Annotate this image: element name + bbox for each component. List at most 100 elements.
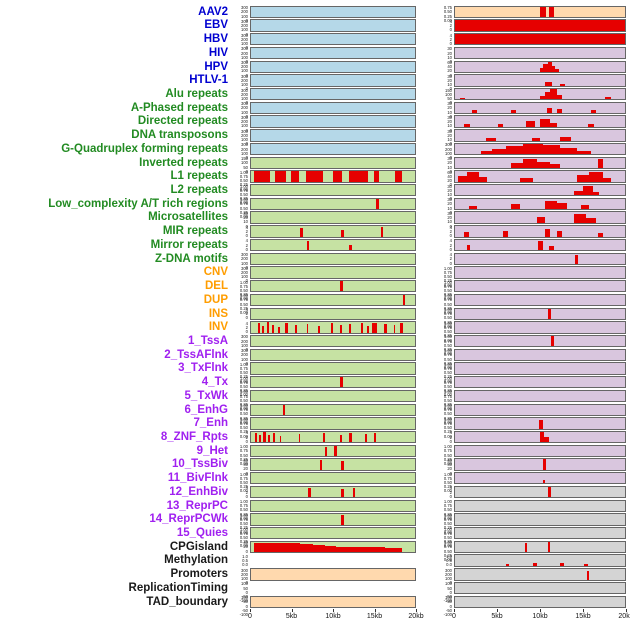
data-bar (300, 544, 314, 553)
y-tick-label: 10 (447, 205, 452, 211)
row-label: Directed repeats (137, 115, 228, 128)
track-l (250, 348, 416, 361)
track-l (250, 417, 416, 430)
y-tick-label: 0.75 (443, 338, 452, 344)
y-tick-label: 1.0 (446, 553, 452, 559)
y-tick-label: 1.00 (443, 293, 452, 299)
y-tick-label: 0 (245, 141, 248, 147)
track-r (454, 238, 626, 252)
y-tick-label: 0.25 (239, 511, 248, 517)
y-tick-label: 100 (241, 109, 248, 115)
y-tick-label: 300 (241, 252, 248, 258)
y-tick-label: 0.50 (239, 397, 248, 403)
y-tick-label: 0 (245, 548, 248, 554)
y-tick-label: 1.00 (443, 361, 452, 367)
track-l (250, 334, 416, 348)
y-axis-ticks: 1.00 0.75 0.50 0.25 0.00 (436, 541, 454, 562)
y-axis-ticks: 300 200 100 0 (232, 129, 250, 146)
row-label: CNV (203, 266, 228, 279)
y-axis-ticks: 30 20 10 0 (436, 47, 454, 64)
track-l (250, 252, 416, 265)
panel-gap (416, 184, 436, 196)
y-tick-label: 0 (245, 264, 248, 270)
y-tick-label: 1.00 (443, 265, 452, 271)
y-tick-label: 0.50 (443, 411, 452, 417)
y-tick-label: 0 (245, 72, 248, 78)
data-bar (536, 217, 546, 223)
y-tick-label: 100 (241, 260, 248, 266)
data-bar (400, 323, 403, 333)
track-r (454, 156, 626, 169)
y-axis-ticks: 1.00 0.75 0.50 0.25 0.00 (436, 361, 454, 383)
data-bar (259, 434, 261, 443)
track-row: Inverted repeats 150 100 50 0 30 20 10 0 (0, 156, 630, 173)
panel-gap (416, 582, 436, 594)
y-tick-label: 0.75 (443, 283, 452, 289)
row-label: Low_complexity A/T rich regions (48, 197, 228, 210)
data-bar (291, 171, 300, 182)
y-tick-label: 1.00 (443, 416, 452, 422)
data-bar (545, 81, 552, 86)
track-l (250, 472, 416, 485)
y-tick-label: 0.25 (443, 347, 452, 353)
track-r (454, 280, 626, 293)
track-l (250, 293, 416, 307)
y-tick-label: 100 (241, 82, 248, 88)
y-tick-label: 2 (245, 434, 248, 440)
y-axis-ticks: 100 50 0 -50 -100 (232, 582, 250, 603)
y-tick-label: 1.00 (443, 389, 452, 395)
row-label: 15_Quies (176, 527, 228, 539)
data-bar (374, 433, 376, 443)
data-bar (349, 244, 352, 251)
track-r (454, 348, 626, 361)
y-tick-label: 20 (447, 160, 452, 166)
row-label: HIV (208, 46, 228, 59)
y-tick-label: 30 (243, 210, 248, 216)
data-bar (279, 436, 282, 443)
data-bar (585, 218, 597, 223)
panel-gap (416, 294, 436, 306)
y-tick-label: 0.50 (239, 178, 248, 184)
y-tick-label: 0.50 (239, 411, 248, 417)
y-tick-label: 0.25 (239, 415, 248, 421)
track-row: ReplicationTiming 100 50 0 -50 -100 100 50 0 -50-… (0, 581, 630, 603)
track-r (454, 417, 626, 430)
y-tick-label: 100 (445, 581, 452, 587)
y-axis-ticks: 300 200 100 0 (436, 143, 454, 160)
data-bar (545, 92, 551, 100)
data-bar (385, 547, 402, 553)
y-tick-label: 20 (447, 187, 452, 193)
data-bar (466, 172, 479, 182)
track-r (454, 458, 626, 471)
track-row: DUP 1.00 0.75 0.50 0.25 0.00 1.00 0.75 0.50 0.25 0… (0, 293, 630, 315)
y-tick-label: 200 (241, 91, 248, 97)
y-tick-label: 2 (449, 36, 452, 42)
y-tick-label: 0.00 (443, 392, 452, 398)
data-bar (557, 94, 563, 100)
row-label: MIR repeats (162, 225, 228, 238)
y-tick-label: 4 (245, 485, 248, 491)
x-axes-container: 0 5kb 10kb 15kb 20kb 0 5kb 10kb 15kb 20kb (0, 609, 630, 626)
y-tick-label: 200 (241, 352, 248, 358)
data-bar (458, 175, 467, 182)
panel-gap (416, 115, 436, 127)
track-row: HIV 300 200 100 0 30 20 10 0 (0, 46, 630, 64)
track-row: HPV 300 200 100 0 60 40 20 0 (0, 60, 630, 77)
panel-gap (416, 6, 436, 18)
data-bar (283, 542, 301, 553)
y-tick-label: 2 (245, 324, 248, 330)
y-tick-label: 100 (241, 13, 248, 19)
y-axis-ticks: 300 200 100 0 (232, 60, 250, 77)
y-tick-label: 100 (241, 54, 248, 60)
track-row: L1 repeats 1.00 0.75 0.50 0.25 0.00 60 40 20 0 (0, 170, 630, 191)
y-tick-label: 10 (447, 137, 452, 143)
y-tick-label: 200 (445, 146, 452, 152)
y-tick-label: 200 (241, 9, 248, 15)
y-tick-label: 0.25 (443, 319, 452, 325)
row-label: 3_TxFlnk (178, 362, 228, 375)
y-tick-label: 50 (447, 599, 452, 605)
row-label: ReplicationTiming (128, 581, 228, 594)
y-tick-label: 10 (243, 219, 248, 225)
